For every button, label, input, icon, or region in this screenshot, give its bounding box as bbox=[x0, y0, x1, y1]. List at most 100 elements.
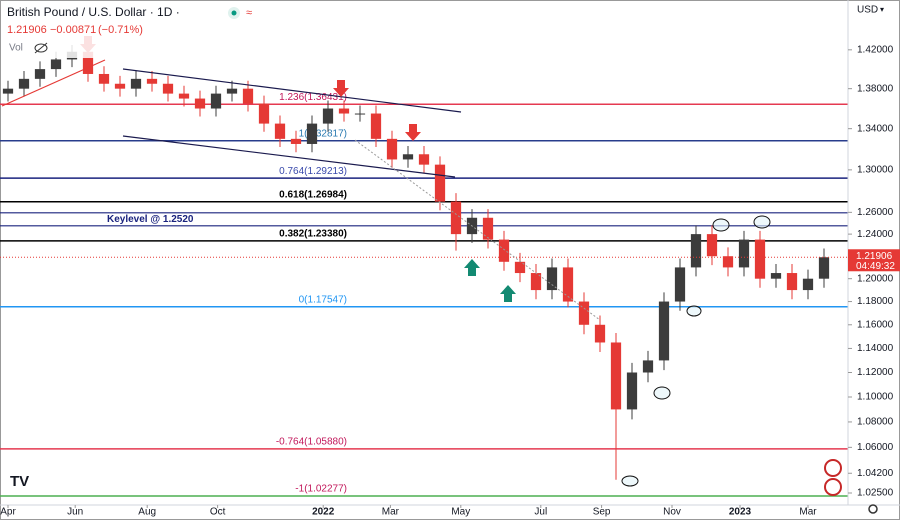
candle-body bbox=[546, 267, 558, 291]
up-arrows bbox=[464, 259, 516, 302]
candle-body bbox=[482, 217, 494, 240]
channel-bottom bbox=[122, 135, 456, 178]
x-tick-label: Oct bbox=[210, 507, 226, 518]
candle-body bbox=[290, 138, 302, 144]
flag-us[interactable] bbox=[824, 478, 842, 496]
header-change: −0.00871 bbox=[50, 24, 96, 36]
candle-body bbox=[98, 73, 110, 84]
candle-body bbox=[722, 256, 734, 268]
eye-slash[interactable] bbox=[34, 42, 48, 54]
candle-body bbox=[594, 324, 606, 343]
x-tick-label: Sep bbox=[593, 507, 611, 518]
y-tick-label: 1.02500 bbox=[857, 488, 894, 499]
plot-area: 1.236(1.36431) 1(1.32817) 0.764(1.29213) 0.… bbox=[0, 44, 848, 497]
volume-label: Vol bbox=[9, 43, 23, 54]
candle-body bbox=[786, 273, 798, 291]
trendline bbox=[1, 59, 106, 107]
candle-body bbox=[82, 51, 94, 74]
fib-label: -0.764(1.05880) bbox=[276, 437, 347, 448]
candle-body bbox=[306, 123, 318, 144]
x-tick-label: Jun bbox=[67, 507, 83, 518]
ellipse bbox=[712, 218, 730, 232]
channel-top bbox=[122, 68, 462, 113]
y-tick-label: 1.10000 bbox=[857, 392, 894, 403]
header-price: 1.21906 bbox=[7, 24, 47, 36]
candle-body bbox=[578, 301, 590, 325]
status-icon: ≈ bbox=[246, 7, 252, 19]
y-tick-label: 1.18000 bbox=[857, 296, 894, 307]
y-tick-label: 1.16000 bbox=[857, 319, 894, 330]
candle-body bbox=[2, 88, 14, 94]
candle-body bbox=[626, 372, 638, 410]
settings-icon[interactable] bbox=[868, 504, 878, 514]
candle-body bbox=[370, 113, 382, 139]
fib-label: 1(1.32817) bbox=[299, 128, 347, 139]
x-tick-label: Aug bbox=[138, 507, 156, 518]
currency-selector[interactable]: USD bbox=[857, 5, 878, 16]
y-tick-label: 1.06000 bbox=[857, 442, 894, 453]
ellipse bbox=[621, 475, 639, 487]
candle-body bbox=[802, 278, 814, 291]
y-tick-label: 1.12000 bbox=[857, 367, 894, 378]
candle-body bbox=[706, 234, 718, 257]
y-tick-label: 1.42000 bbox=[857, 44, 894, 55]
candle-body bbox=[690, 234, 702, 268]
y-tick-label: 1.14000 bbox=[857, 343, 894, 354]
candle-body bbox=[354, 113, 366, 115]
candle-body bbox=[322, 108, 334, 124]
candle-body bbox=[434, 164, 446, 202]
keylevel-label: Keylevel @ 1.2520 bbox=[107, 214, 194, 225]
fib-label: 0.764(1.29213) bbox=[279, 166, 347, 177]
y-tick-label: 1.38000 bbox=[857, 83, 894, 94]
y-tick-label: 1.34000 bbox=[857, 123, 894, 134]
x-tick-label: Mar bbox=[799, 507, 817, 518]
x-tick-label: 2023 bbox=[729, 507, 752, 518]
candle-body bbox=[114, 83, 126, 89]
currency-caret[interactable]: ▾ bbox=[880, 5, 884, 14]
candle-body bbox=[258, 103, 270, 124]
fib-label: -1(1.02277) bbox=[295, 484, 347, 495]
candle-body bbox=[178, 93, 190, 99]
y-tick-label: 1.08000 bbox=[857, 417, 894, 428]
header-bg bbox=[2, 2, 257, 58]
candle-body bbox=[386, 138, 398, 160]
candle-body bbox=[514, 261, 526, 274]
x-tick-label: Nov bbox=[663, 507, 681, 518]
candle-body bbox=[738, 239, 750, 268]
candle-body bbox=[242, 88, 254, 104]
ellipse bbox=[653, 386, 671, 400]
candle-body bbox=[562, 267, 574, 302]
candle-body bbox=[338, 108, 350, 114]
candle-body bbox=[754, 239, 766, 279]
x-tick-label: Jul bbox=[534, 507, 547, 518]
fib-label: 1.236(1.36431) bbox=[279, 92, 347, 103]
hide-icon[interactable] bbox=[34, 42, 48, 54]
last-price-tag bbox=[848, 249, 900, 272]
logo: TV bbox=[10, 473, 29, 490]
candle-body bbox=[770, 273, 782, 279]
candle-body bbox=[658, 301, 670, 361]
y-tick-label: 1.04200 bbox=[857, 468, 894, 479]
ellipses bbox=[621, 215, 771, 487]
header-change-pct: (−0.71%) bbox=[98, 24, 143, 36]
arrow-down bbox=[405, 124, 421, 141]
x-tick-label: Mar bbox=[382, 507, 400, 518]
arrow-up bbox=[500, 285, 516, 302]
candle-body bbox=[530, 273, 542, 291]
fib-label: 0.382(1.23380) bbox=[279, 229, 347, 240]
symbol-title: British Pound / U.S. Dollar · 1D · bbox=[7, 5, 180, 19]
candle-body bbox=[274, 123, 286, 139]
y-tick-label: 1.30000 bbox=[857, 165, 894, 176]
y-tick-label: 1.26000 bbox=[857, 207, 894, 218]
candle-body bbox=[34, 69, 46, 79]
candle-body bbox=[402, 154, 414, 160]
eye[interactable] bbox=[34, 43, 48, 53]
candle-body bbox=[498, 239, 510, 262]
candle-body bbox=[146, 78, 158, 84]
candle-body bbox=[418, 154, 430, 165]
flag-gb[interactable] bbox=[824, 459, 842, 477]
candle-body bbox=[162, 83, 174, 94]
ellipse bbox=[686, 305, 702, 317]
